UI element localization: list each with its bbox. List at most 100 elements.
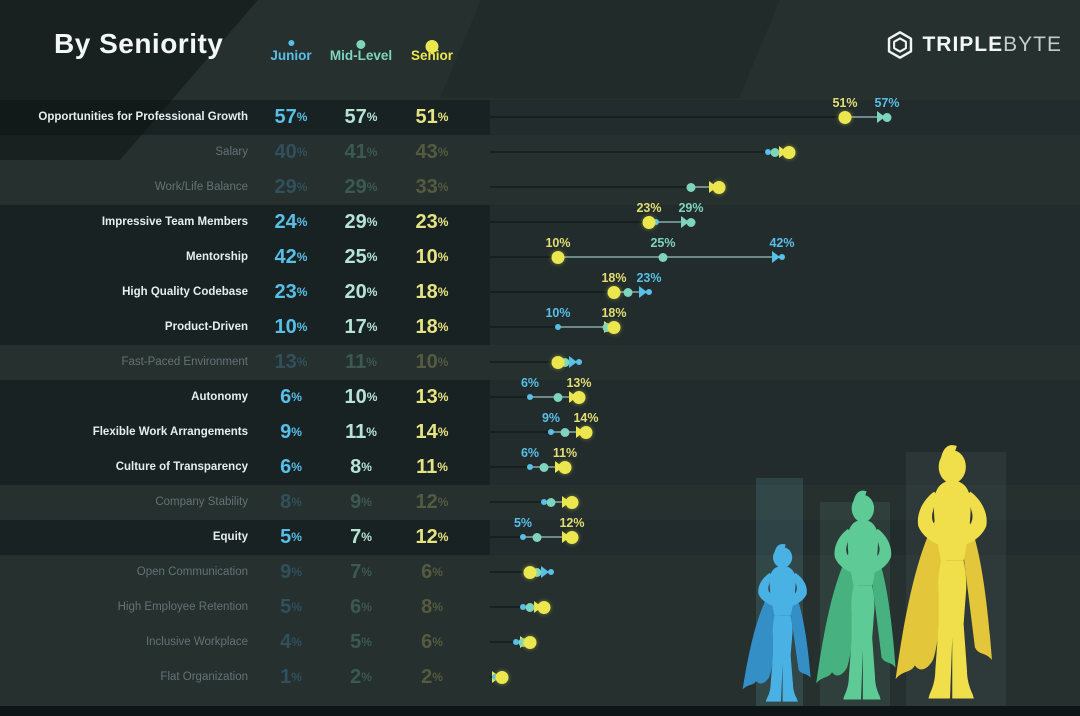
dot-mid: [532, 568, 542, 577]
value-junior: 8%: [280, 491, 302, 513]
row-track-line: [490, 221, 649, 223]
superhero-silhouette-junior: [742, 543, 811, 702]
value-mid: 7%: [350, 561, 372, 583]
value-mid: 29%: [344, 176, 378, 198]
dot-senior: [565, 531, 579, 544]
category-label: High Quality Codebase: [122, 286, 248, 298]
dot-mid: [525, 603, 535, 612]
dot-mid: [770, 148, 780, 157]
value-senior: 43%: [415, 141, 449, 163]
value-junior: 9%: [280, 561, 302, 583]
hexagon-icon: [888, 31, 913, 59]
dot-junior: [646, 289, 652, 295]
value-mid: 9%: [350, 491, 372, 513]
category-label: Open Communication: [136, 566, 248, 578]
value-mid: 11%: [345, 351, 377, 373]
value-junior: 1%: [280, 666, 302, 688]
dot-value-label-junior: 9%: [541, 411, 561, 425]
row-track-line: [490, 571, 530, 573]
dot-value-label-junior: 23%: [636, 271, 662, 285]
row-track-line: [490, 186, 691, 188]
dot-senior: [565, 496, 579, 509]
value-senior: 10%: [415, 246, 449, 268]
value-mid: 5%: [350, 631, 372, 653]
dot-value-label-junior: 6%: [520, 376, 540, 390]
dot-value-label-senior: 11%: [552, 446, 578, 460]
category-label: Equity: [212, 531, 248, 543]
dot-senior: [523, 566, 537, 579]
value-senior: 10%: [415, 351, 449, 373]
dot-mid: [560, 428, 570, 437]
value-senior: 2%: [421, 666, 443, 688]
value-mid: 17%: [344, 316, 378, 338]
value-mid: 41%: [344, 141, 378, 163]
row-track-line: [490, 536, 523, 538]
table-row: Fast-Paced Environment 13% 11% 10%: [0, 345, 1080, 380]
row-track-line: [490, 606, 523, 608]
dot-value-label-senior: 12%: [559, 516, 585, 530]
table-row: Culture of Transparency 6% 8% 11% 6% 11%: [0, 446, 1080, 485]
range-connector: [544, 501, 572, 503]
mid-legend-label: Mid-Level: [329, 48, 393, 63]
table-row: High Employee Retention 5% 6% 8%: [0, 590, 1080, 625]
value-senior: 11%: [416, 456, 448, 478]
dot-senior: [551, 251, 565, 264]
value-mid: 8%: [350, 456, 372, 478]
table-row: Flexible Work Arrangements 9% 11% 14% 9% 14%: [0, 411, 1080, 450]
dot-mid: [553, 393, 563, 402]
value-mid: 25%: [344, 246, 378, 268]
category-label: Autonomy: [191, 391, 248, 403]
bottom-strip: [0, 706, 1080, 716]
dot-mid: [560, 358, 570, 367]
dot-value-label-senior: 18%: [601, 306, 627, 320]
table-row: Opportunities for Professional Growth 57%…: [0, 96, 1080, 135]
table-row: Open Communication 9% 7% 6%: [0, 555, 1080, 590]
mid-legend-dot: [356, 40, 366, 49]
value-mid: 57%: [344, 106, 378, 128]
dot-value-label-senior: 13%: [566, 376, 592, 390]
range-connector: [691, 186, 719, 188]
page-title: By Seniority: [54, 28, 224, 59]
table-row: Impressive Team Members 24% 29% 23% 23% 29%: [0, 201, 1080, 240]
dot-junior: [555, 324, 561, 330]
value-junior: 9%: [280, 421, 302, 443]
dot-mid: [539, 463, 549, 472]
category-label: Flexible Work Arrangements: [92, 426, 248, 438]
row-track-line: [490, 501, 544, 503]
range-connector: [523, 536, 572, 538]
value-mid: 10%: [344, 386, 378, 408]
value-junior: 42%: [274, 246, 308, 268]
value-mid: 20%: [344, 281, 378, 303]
dot-junior: [541, 499, 547, 505]
dot-value-label-junior: 42%: [769, 236, 795, 250]
dot-value-label-senior: 10%: [545, 236, 571, 250]
value-junior: 23%: [274, 281, 308, 303]
superhero-silhouette-senior: [895, 445, 992, 699]
logo-text-byte: BYTE: [1003, 33, 1062, 56]
value-junior: 5%: [280, 596, 302, 618]
table-row: Company Stability 8% 9% 12%: [0, 485, 1080, 520]
dot-junior: [653, 219, 659, 225]
value-mid: 2%: [350, 666, 372, 688]
logo-text: TRIPLEBYTE: [922, 33, 1062, 57]
junior-legend-label: Junior: [270, 48, 312, 63]
dot-senior: [782, 146, 796, 159]
arrowhead-mid: [681, 216, 689, 228]
dot-mid: [532, 533, 542, 542]
value-senior: 51%: [415, 106, 449, 128]
category-label: Mentorship: [186, 251, 248, 263]
value-senior: 6%: [421, 631, 443, 653]
range-connector: [845, 116, 887, 118]
dot-mid: [658, 253, 668, 262]
dot-value-label-senior: 23%: [636, 201, 662, 215]
dot-junior: [492, 674, 498, 680]
table-row: High Quality Codebase 23% 20% 18% 18% 23%: [0, 271, 1080, 310]
arrowhead-junior: [772, 251, 780, 263]
dot-mid: [546, 498, 556, 507]
dot-senior: [558, 461, 572, 474]
value-junior: 13%: [274, 351, 308, 373]
value-mid: 6%: [350, 596, 372, 618]
value-junior: 10%: [274, 316, 308, 338]
dot-senior: [712, 181, 726, 194]
